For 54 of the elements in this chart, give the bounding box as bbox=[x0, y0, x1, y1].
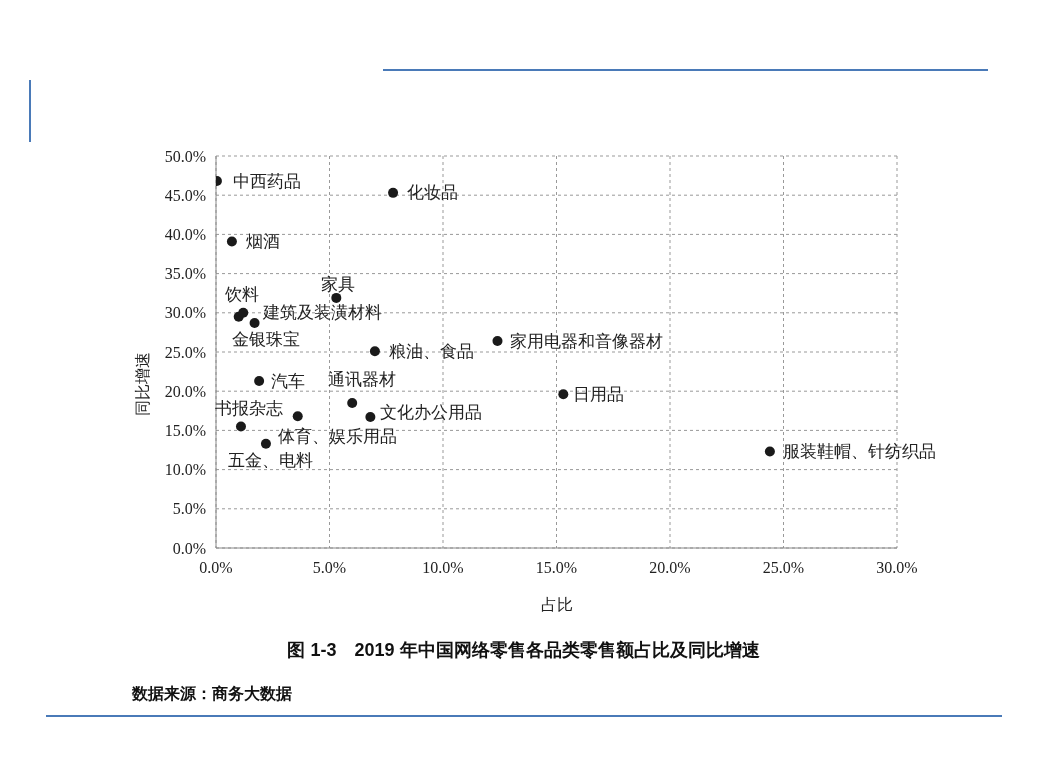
y-tick-label: 45.0% bbox=[164, 186, 206, 204]
y-tick-label: 5.0% bbox=[172, 500, 206, 518]
annotation: 金银珠宝 bbox=[231, 330, 300, 350]
source-note: 数据来源：商务大数据 bbox=[132, 684, 292, 704]
annotation: 家具 bbox=[321, 275, 356, 295]
point bbox=[292, 411, 303, 422]
x-tick-label: 5.0% bbox=[312, 559, 347, 577]
annotation: 日用品 bbox=[573, 384, 625, 404]
annotation: 体育、娱乐用品 bbox=[277, 426, 397, 446]
y-axis-title: 同比增速 bbox=[133, 352, 151, 416]
annotation: 服装鞋帽、针纺织品 bbox=[782, 442, 936, 462]
point bbox=[369, 346, 380, 357]
annotation: 通讯器材 bbox=[328, 370, 397, 390]
annotation: 化妆品 bbox=[407, 183, 459, 203]
y-tick-label: 20.0% bbox=[164, 382, 206, 400]
point bbox=[347, 397, 358, 408]
point bbox=[249, 317, 260, 328]
point bbox=[238, 307, 249, 318]
annotation: 中西药品 bbox=[232, 171, 301, 191]
annotation: 粮油、食品 bbox=[388, 341, 474, 361]
x-tick-label: 20.0% bbox=[649, 559, 691, 577]
y-tick-label: 25.0% bbox=[164, 343, 206, 361]
point bbox=[226, 236, 237, 247]
point bbox=[492, 336, 503, 347]
y-tick-label: 0.0% bbox=[172, 539, 206, 557]
point bbox=[260, 438, 271, 449]
annotation: 建筑及装潢材料 bbox=[262, 303, 383, 323]
annotation: 烟酒 bbox=[245, 231, 280, 251]
point bbox=[235, 421, 246, 432]
x-tick-label: 15.0% bbox=[535, 559, 578, 577]
annotation: 饮料 bbox=[223, 285, 259, 305]
x-axis-title: 占比 bbox=[540, 596, 573, 613]
x-tick-label: 10.0% bbox=[422, 559, 464, 577]
x-tick-label: 0.0% bbox=[199, 559, 233, 577]
point bbox=[388, 187, 399, 198]
annotation: 文化办公用品 bbox=[380, 402, 483, 422]
x-tick-label: 30.0% bbox=[876, 559, 918, 577]
point bbox=[558, 389, 569, 400]
point bbox=[764, 446, 775, 457]
point bbox=[331, 292, 342, 303]
annotation: 书报杂志 bbox=[214, 398, 283, 418]
annotation: 汽车 bbox=[271, 371, 306, 391]
text: 图 1-3 2019 年中国网络零售各品类零售额占比及同比增速 bbox=[286, 639, 761, 662]
y-tick-label: 50.0% bbox=[164, 147, 206, 165]
x-tick-label: 25.0% bbox=[762, 559, 805, 577]
y-tick-label: 40.0% bbox=[164, 226, 206, 244]
y-tick-label: 15.0% bbox=[164, 422, 206, 440]
annotation: 家用电器和音像器材 bbox=[510, 331, 664, 351]
annotation: 五金、电料 bbox=[228, 451, 314, 471]
y-tick-label: 30.0% bbox=[164, 304, 206, 322]
point bbox=[254, 376, 265, 387]
y-tick-label: 10.0% bbox=[164, 461, 206, 479]
y-tick-label: 35.0% bbox=[164, 265, 206, 283]
point bbox=[365, 412, 376, 423]
